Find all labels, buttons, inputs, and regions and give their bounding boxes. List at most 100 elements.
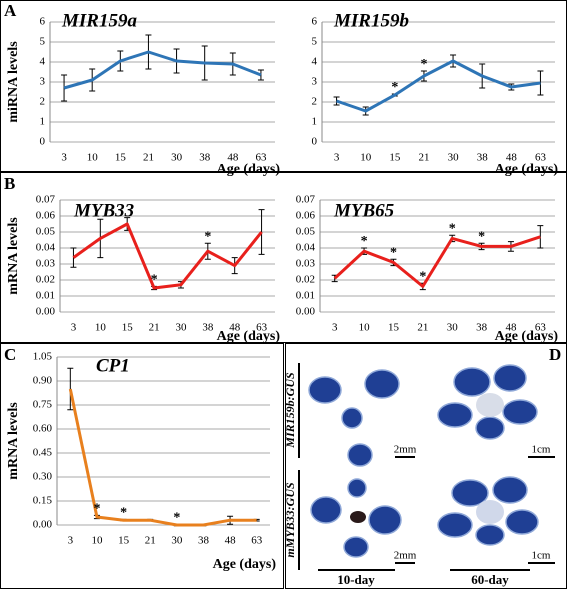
y-tick-label: 3 (40, 76, 46, 88)
y-tick-label: 2 (40, 96, 46, 108)
data-line (333, 235, 541, 288)
significance-mark: * (361, 234, 368, 249)
y-tick-label: 0 (40, 136, 46, 148)
x-tick-label: 38 (202, 322, 214, 334)
significance-mark: * (391, 80, 398, 95)
data-line (63, 50, 262, 90)
y-tick-label: 1 (40, 116, 46, 128)
y-tick-label: 0.00 (33, 519, 53, 531)
x-tick-label: 48 (505, 322, 517, 334)
scale-bar-label: 1cm (532, 550, 551, 562)
chart-title: MYB65 (333, 200, 395, 221)
y-tick-label: 0.07 (36, 194, 56, 206)
x-axis-title: Age (days) (495, 329, 559, 344)
x-tick-label: 48 (225, 535, 237, 547)
significance-mark: * (390, 245, 397, 260)
x-tick-label: 3 (332, 322, 338, 334)
x-tick-label: 10 (91, 535, 103, 547)
y-tick-label: 0.01 (296, 290, 315, 302)
y-tick-label: 0.06 (296, 210, 316, 222)
data-line (68, 388, 257, 527)
y-tick-label: 0.30 (33, 471, 53, 483)
x-tick-label: 38 (477, 152, 489, 164)
x-tick-label: 3 (61, 152, 67, 164)
data-line (336, 59, 541, 113)
y-tick-label: 0.05 (36, 226, 56, 238)
y-tick-label: 1.05 (33, 351, 53, 363)
significance-mark: * (93, 502, 100, 517)
y-tick-label: 0.03 (36, 258, 56, 270)
y-tick-label: 0.45 (33, 447, 53, 459)
significance-mark: * (478, 229, 485, 244)
column-label: 10-day (337, 572, 375, 587)
error-bar (537, 225, 544, 249)
x-tick-label: 38 (476, 322, 488, 334)
x-tick-label: 48 (229, 322, 241, 334)
chart-title: MYB33 (73, 200, 134, 221)
x-tick-label: 10 (359, 322, 371, 334)
x-tick-label: 3 (334, 152, 340, 164)
column-label: 60-day (471, 572, 509, 587)
x-tick-label: 3 (68, 535, 74, 547)
y-axis-title: mRNA levels (6, 402, 21, 480)
x-tick-label: 30 (171, 152, 183, 164)
panel-b-frame (0, 172, 567, 343)
chart-title: CP1 (96, 355, 130, 376)
x-tick-label: 63 (535, 322, 547, 334)
y-tick-label: 3 (312, 76, 318, 88)
x-tick-label: 30 (175, 322, 187, 334)
row-label: mMYB33:GUS (283, 482, 297, 558)
x-tick-label: 10 (87, 152, 99, 164)
y-tick-label: 0.04 (36, 242, 56, 254)
scale-bar-label: 1cm (532, 444, 551, 456)
y-tick-label: 0.02 (36, 274, 55, 286)
x-tick-label: 15 (122, 322, 134, 334)
significance-mark: * (120, 506, 127, 521)
significance-mark: * (151, 273, 158, 288)
y-tick-label: 0.75 (33, 399, 53, 411)
x-tick-label: 30 (171, 535, 183, 547)
y-tick-label: 2 (312, 96, 318, 108)
panel-label: B (4, 174, 15, 193)
scale-bar-label: 2mm (394, 550, 417, 562)
x-tick-label: 30 (448, 152, 460, 164)
y-tick-label: 0.05 (296, 226, 316, 238)
panel-label: C (4, 345, 16, 364)
panel-label: D (549, 345, 561, 364)
significance-mark: * (173, 510, 180, 525)
y-tick-label: 5 (40, 36, 46, 48)
y-axis-title: mRNA levels (6, 217, 21, 295)
x-tick-label: 63 (256, 322, 268, 334)
error-bar (537, 70, 544, 96)
y-tick-label: 0.00 (296, 306, 316, 318)
y-tick-label: 0 (312, 136, 318, 148)
x-tick-label: 10 (95, 322, 107, 334)
scale-bar-label: 2mm (394, 444, 417, 456)
x-axis-title: Age (days) (495, 162, 559, 177)
x-tick-label: 15 (115, 152, 127, 164)
x-tick-label: 21 (417, 322, 428, 334)
chart-title: MIR159b (333, 10, 409, 31)
chart-title: MIR159a (61, 10, 137, 31)
significance-mark: * (449, 221, 456, 236)
y-tick-label: 6 (312, 16, 318, 28)
y-tick-label: 0.00 (36, 306, 56, 318)
y-tick-label: 4 (312, 56, 318, 68)
x-tick-label: 63 (255, 152, 267, 164)
x-tick-label: 48 (227, 152, 239, 164)
seedling-photos (298, 363, 555, 571)
y-tick-label: 1 (312, 116, 318, 128)
x-tick-label: 21 (149, 322, 160, 334)
y-tick-label: 6 (40, 16, 46, 28)
y-tick-label: 0.60 (33, 423, 53, 435)
y-tick-label: 0.01 (36, 290, 55, 302)
x-tick-label: 30 (447, 322, 459, 334)
x-tick-label: 21 (145, 535, 156, 547)
y-tick-label: 0.06 (36, 210, 56, 222)
x-axis-title: Age (days) (217, 162, 281, 177)
x-tick-label: 15 (388, 322, 400, 334)
y-tick-label: 0.02 (296, 274, 315, 286)
y-tick-label: 0.15 (33, 495, 53, 507)
y-tick-label: 0.03 (296, 258, 316, 270)
